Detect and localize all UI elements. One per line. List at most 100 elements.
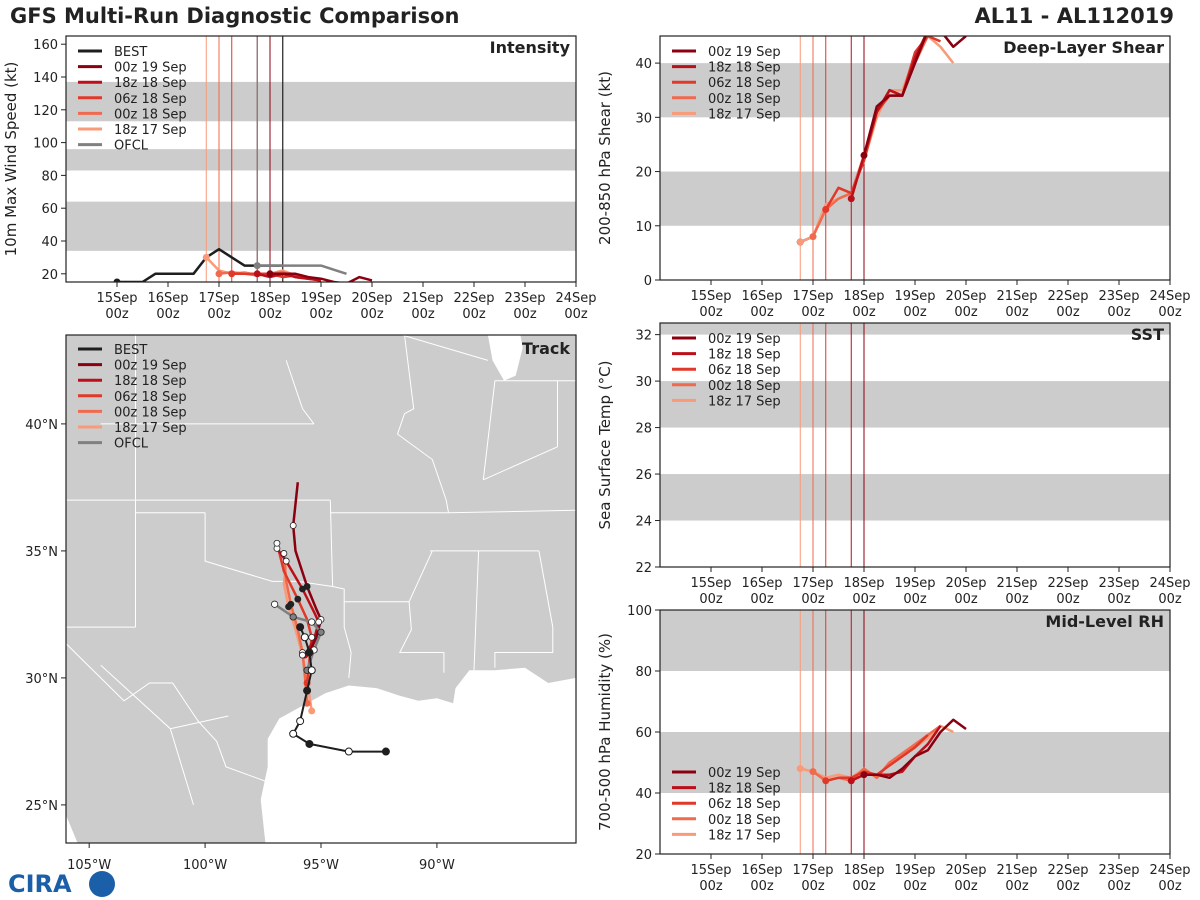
- rh-ytick-label: 100: [627, 604, 652, 619]
- intensity-ytick-label: 160: [33, 38, 58, 53]
- rh-legend-label: 00z 19 Sep: [708, 766, 781, 781]
- intensity-xtick-label: 00z: [309, 307, 333, 322]
- rh-ytick-label: 80: [635, 665, 652, 680]
- track-xtick-label: 100°W: [183, 858, 227, 873]
- sst-xtick-label: 20Sep: [945, 576, 986, 591]
- shear-run-line-start-point: [860, 151, 868, 159]
- rh-ytick-label: 20: [635, 848, 652, 863]
- intensity-xtick-label: 17Sep: [198, 291, 239, 306]
- rh-xtick-label: 24Sep: [1149, 863, 1190, 878]
- sst-band: [660, 323, 1170, 335]
- shear-run-line: [799, 36, 955, 244]
- shear-series: [796, 36, 967, 246]
- lake-michigan: [487, 335, 523, 381]
- track-run-fix-point: [282, 557, 290, 565]
- shear-band: [660, 63, 1170, 118]
- intensity-legend-label: 06z 18 Sep: [114, 92, 187, 107]
- track-best-point: [296, 623, 305, 632]
- track-ytick-label: 30°N: [25, 672, 58, 687]
- shear-run-line-start-point: [809, 233, 817, 241]
- sst-xtick-label: 00z: [1056, 592, 1080, 607]
- rh-xtick-label: 16Sep: [741, 863, 782, 878]
- sst-title: SST: [1131, 325, 1164, 344]
- track-run-line: [291, 482, 323, 654]
- intensity-xtick-label: 20Sep: [351, 291, 392, 306]
- rh-xtick-label: 00z: [1158, 879, 1182, 894]
- intensity-xtick-label: 24Sep: [555, 291, 596, 306]
- rh-run-line-start-point: [809, 768, 817, 776]
- rh-xtick-label: 22Sep: [1047, 863, 1088, 878]
- rh-xtick-label: 20Sep: [945, 863, 986, 878]
- shear-xtick-label: 17Sep: [792, 289, 833, 304]
- intensity-title: Intensity: [490, 38, 571, 57]
- state-border: [285, 360, 315, 425]
- sst-xtick-label: 00z: [954, 592, 978, 607]
- sst-legend-label: 18z 18 Sep: [708, 348, 781, 363]
- intensity-xtick-label: 23Sep: [504, 291, 545, 306]
- rh-xtick-label: 19Sep: [894, 863, 935, 878]
- rh-run-line-start-point: [796, 765, 804, 773]
- cira-logo: CIRA: [8, 870, 115, 898]
- shear-ylabel: 200-850 hPa Shear (kt): [596, 71, 614, 245]
- track-run-fix-point: [299, 651, 306, 659]
- intensity-xtick-label: 19Sep: [300, 291, 341, 306]
- sst-ylabel: Sea Surface Temp (°C): [596, 360, 614, 529]
- shear-run-line-start-point: [847, 195, 855, 203]
- intensity-panel: 2040608010012014016015Sep00z16Sep00z17Se…: [2, 35, 597, 322]
- track-legend-label: OFCL: [114, 437, 149, 452]
- rh-legend-label: 00z 18 Sep: [708, 813, 781, 828]
- track-run-fix-point: [280, 550, 288, 557]
- state-border: [473, 550, 480, 671]
- rh-xtick-label: 23Sep: [1098, 863, 1139, 878]
- intensity-best-line-start-point: [113, 278, 121, 282]
- sst-ytick-label: 24: [635, 515, 652, 530]
- state-border: [494, 550, 554, 668]
- rh-band: [660, 732, 1170, 793]
- intensity-series: [113, 247, 373, 282]
- rh-xtick-label: 00z: [1005, 879, 1029, 894]
- track-legend-label: 06z 18 Sep: [114, 390, 187, 405]
- state-border: [482, 380, 496, 480]
- shear-xtick-label: 23Sep: [1098, 289, 1139, 304]
- rh-xtick-label: 00z: [954, 879, 978, 894]
- track-run-fix-point: [308, 633, 316, 641]
- shear-run-line-start-point: [796, 238, 804, 246]
- rh-xtick-label: 18Sep: [843, 863, 884, 878]
- rh-xtick-label: 00z: [1056, 879, 1080, 894]
- intensity-xtick-label: 16Sep: [147, 291, 188, 306]
- sst-legend-label: 18z 17 Sep: [708, 394, 781, 409]
- intensity-legend-label: 18z 17 Sep: [114, 123, 187, 138]
- intensity-xtick-label: 00z: [462, 307, 486, 322]
- sst-legend-label: 06z 18 Sep: [708, 363, 781, 378]
- rh-ytick-label: 40: [635, 787, 652, 802]
- shear-legend-label: 00z 19 Sep: [708, 45, 781, 60]
- track-xtick-label: 90°W: [419, 858, 455, 873]
- track-run-fix-point: [315, 618, 323, 626]
- track-best-line: [292, 626, 386, 753]
- sst-xtick-label: 16Sep: [741, 576, 782, 591]
- shear-xtick-label: 24Sep: [1149, 289, 1190, 304]
- sst-ytick-label: 28: [635, 422, 652, 437]
- intensity-band: [66, 201, 576, 251]
- intensity-run-line-start-point: [253, 270, 261, 278]
- intensity-ytick-label: 60: [41, 202, 58, 217]
- track-run-start-point: [308, 707, 316, 715]
- shear-legend-label: 18z 18 Sep: [708, 61, 781, 76]
- track-best-point: [305, 739, 314, 748]
- intensity-legend-label: BEST: [114, 45, 147, 60]
- shear-xtick-label: 00z: [903, 305, 927, 320]
- track-best-point: [305, 648, 314, 657]
- track-best-point: [307, 666, 316, 675]
- sst-xtick-label: 18Sep: [843, 576, 884, 591]
- rh-xtick-label: 00z: [699, 879, 723, 894]
- shear-panel: 01020304015Sep00z16Sep00z17Sep00z18Sep00…: [596, 35, 1191, 320]
- shear-xtick-label: 00z: [699, 305, 723, 320]
- shear-run-line: [862, 36, 967, 156]
- rh-legend-label: 06z 18 Sep: [708, 797, 781, 812]
- intensity-xtick-label: 22Sep: [453, 291, 494, 306]
- intensity-run-line-start-point: [215, 270, 223, 278]
- shear-xtick-label: 18Sep: [843, 289, 884, 304]
- state-border: [448, 509, 576, 514]
- rh-xtick-label: 00z: [852, 879, 876, 894]
